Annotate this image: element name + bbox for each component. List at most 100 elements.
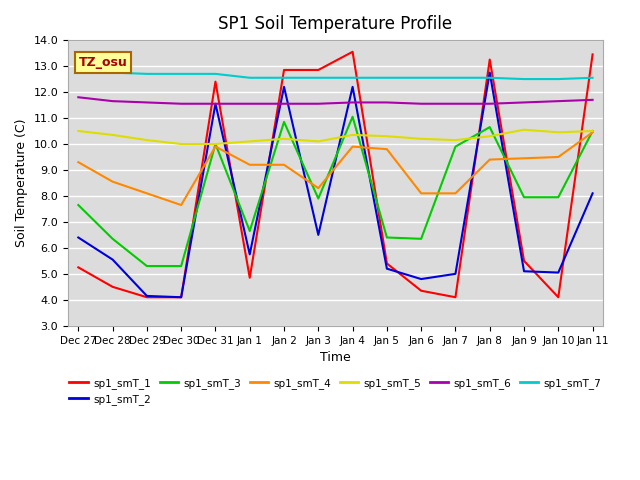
sp1_smT_2 [486, 70, 493, 75]
sp1_smT_7 [349, 75, 356, 81]
X-axis label: Time: Time [320, 351, 351, 364]
sp1_smT_7 [589, 75, 596, 81]
sp1_smT_5 [452, 137, 460, 143]
sp1_smT_1 [589, 51, 596, 57]
sp1_smT_5 [74, 128, 82, 134]
sp1_smT_4 [74, 159, 82, 165]
Line: sp1_smT_3: sp1_smT_3 [78, 117, 593, 266]
sp1_smT_2 [280, 84, 288, 90]
sp1_smT_1 [177, 294, 185, 300]
sp1_smT_6 [177, 101, 185, 107]
sp1_smT_6 [74, 95, 82, 100]
Line: sp1_smT_6: sp1_smT_6 [78, 97, 593, 104]
sp1_smT_6 [417, 101, 425, 107]
sp1_smT_3 [143, 263, 151, 269]
sp1_smT_2 [520, 268, 528, 274]
sp1_smT_2 [417, 276, 425, 282]
sp1_smT_7 [452, 75, 460, 81]
sp1_smT_4 [314, 185, 322, 191]
sp1_smT_2 [554, 270, 562, 276]
sp1_smT_7 [143, 71, 151, 77]
sp1_smT_2 [109, 257, 116, 263]
sp1_smT_3 [417, 236, 425, 241]
sp1_smT_5 [212, 141, 220, 147]
sp1_smT_7 [212, 71, 220, 77]
Legend: sp1_smT_1, sp1_smT_2, sp1_smT_3, sp1_smT_4, sp1_smT_5, sp1_smT_6, sp1_smT_7: sp1_smT_1, sp1_smT_2, sp1_smT_3, sp1_smT… [65, 374, 605, 409]
sp1_smT_6 [520, 99, 528, 105]
sp1_smT_1 [452, 294, 460, 300]
sp1_smT_2 [177, 294, 185, 300]
sp1_smT_7 [417, 75, 425, 81]
sp1_smT_4 [280, 162, 288, 168]
sp1_smT_6 [314, 101, 322, 107]
sp1_smT_5 [554, 130, 562, 135]
sp1_smT_3 [246, 228, 253, 234]
sp1_smT_3 [109, 236, 116, 241]
Line: sp1_smT_1: sp1_smT_1 [78, 52, 593, 297]
sp1_smT_1 [74, 264, 82, 270]
sp1_smT_1 [417, 288, 425, 294]
sp1_smT_3 [280, 119, 288, 125]
Text: TZ_osu: TZ_osu [79, 56, 127, 69]
sp1_smT_2 [349, 84, 356, 90]
sp1_smT_1 [349, 49, 356, 55]
sp1_smT_2 [383, 266, 390, 272]
sp1_smT_4 [383, 146, 390, 152]
sp1_smT_7 [177, 71, 185, 77]
Line: sp1_smT_2: sp1_smT_2 [78, 72, 593, 297]
sp1_smT_7 [246, 75, 253, 81]
sp1_smT_1 [280, 67, 288, 73]
sp1_smT_3 [177, 263, 185, 269]
sp1_smT_2 [452, 271, 460, 277]
sp1_smT_4 [143, 191, 151, 196]
sp1_smT_3 [452, 144, 460, 149]
sp1_smT_5 [246, 139, 253, 144]
sp1_smT_5 [280, 136, 288, 142]
sp1_smT_1 [109, 284, 116, 290]
sp1_smT_5 [417, 136, 425, 142]
sp1_smT_1 [143, 294, 151, 300]
sp1_smT_4 [520, 156, 528, 161]
sp1_smT_1 [383, 261, 390, 266]
sp1_smT_5 [486, 133, 493, 139]
sp1_smT_4 [452, 191, 460, 196]
sp1_smT_7 [280, 75, 288, 81]
sp1_smT_3 [383, 235, 390, 240]
sp1_smT_6 [246, 101, 253, 107]
sp1_smT_1 [212, 79, 220, 84]
sp1_smT_3 [314, 196, 322, 202]
sp1_smT_2 [74, 235, 82, 240]
sp1_smT_6 [554, 98, 562, 104]
sp1_smT_3 [74, 202, 82, 208]
sp1_smT_5 [383, 133, 390, 139]
sp1_smT_4 [109, 179, 116, 184]
sp1_smT_1 [314, 67, 322, 73]
sp1_smT_6 [280, 101, 288, 107]
sp1_smT_6 [452, 101, 460, 107]
sp1_smT_7 [314, 75, 322, 81]
sp1_smT_3 [349, 114, 356, 120]
sp1_smT_5 [520, 127, 528, 132]
sp1_smT_5 [349, 132, 356, 138]
sp1_smT_4 [417, 191, 425, 196]
sp1_smT_2 [246, 252, 253, 257]
sp1_smT_6 [143, 99, 151, 105]
sp1_smT_4 [349, 144, 356, 149]
sp1_smT_7 [520, 76, 528, 82]
sp1_smT_4 [589, 130, 596, 135]
sp1_smT_4 [212, 144, 220, 149]
sp1_smT_5 [177, 141, 185, 147]
sp1_smT_1 [246, 275, 253, 281]
sp1_smT_4 [177, 202, 185, 208]
sp1_smT_3 [486, 124, 493, 130]
sp1_smT_5 [143, 137, 151, 143]
sp1_smT_4 [246, 162, 253, 168]
Y-axis label: Soil Temperature (C): Soil Temperature (C) [15, 119, 28, 247]
sp1_smT_1 [486, 57, 493, 62]
sp1_smT_2 [143, 293, 151, 299]
sp1_smT_2 [589, 191, 596, 196]
sp1_smT_7 [109, 70, 116, 75]
sp1_smT_4 [486, 156, 493, 162]
sp1_smT_7 [383, 75, 390, 81]
sp1_smT_7 [486, 75, 493, 81]
